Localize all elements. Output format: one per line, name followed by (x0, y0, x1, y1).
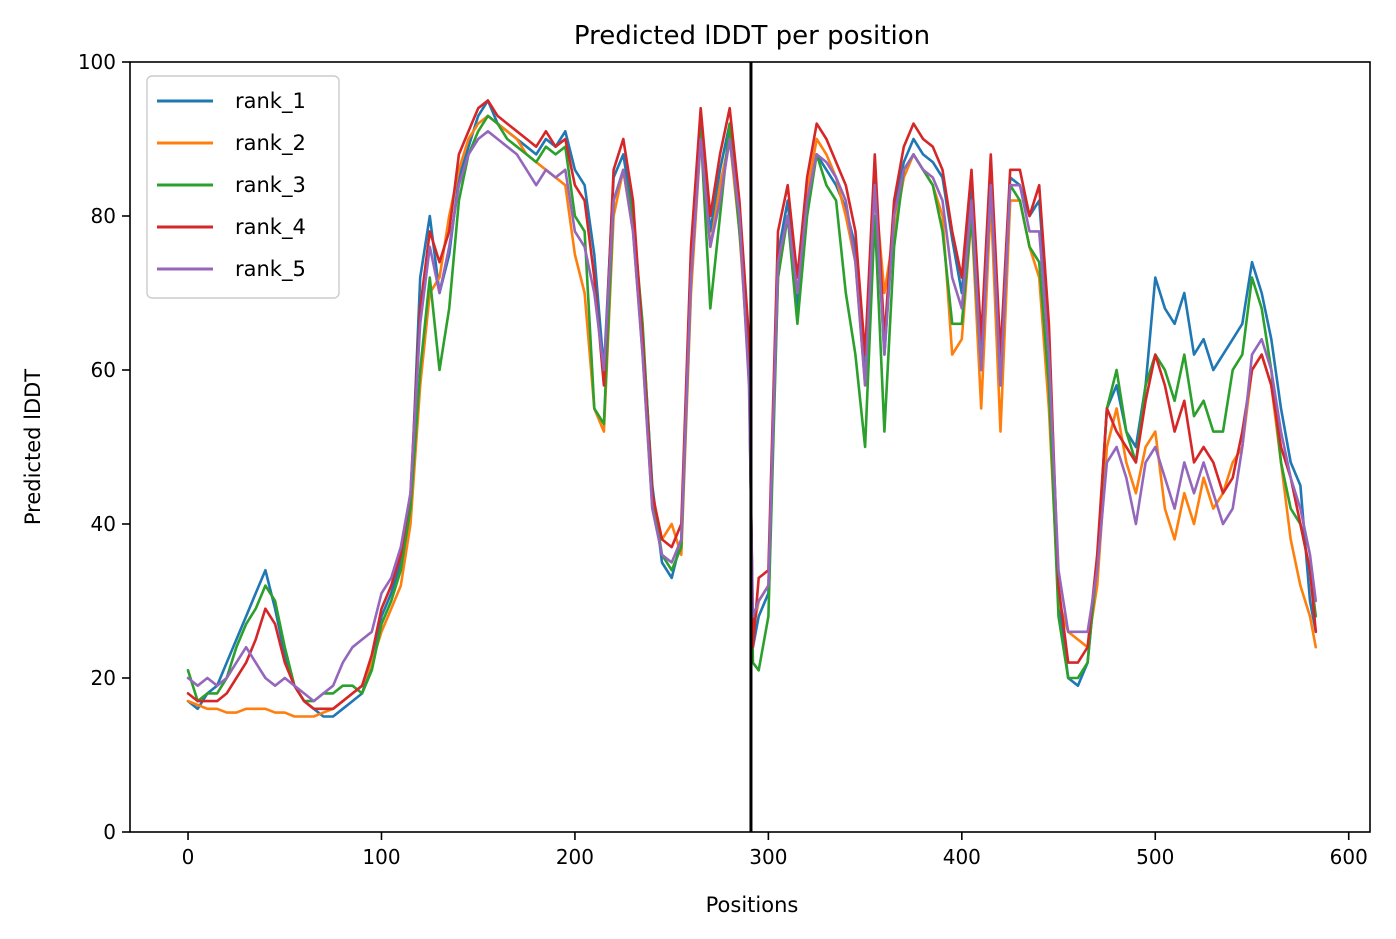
x-tick-label: 500 (1136, 845, 1174, 869)
y-axis: 0 20 40 60 80 100 (78, 50, 130, 844)
y-tick-label: 80 (91, 204, 116, 228)
legend-label-rank-5: rank_5 (235, 257, 306, 282)
legend-label-rank-4: rank_4 (235, 215, 306, 240)
y-tick-label: 40 (91, 512, 116, 536)
chart-title: Predicted lDDT per position (574, 21, 930, 51)
y-tick-label: 0 (103, 820, 116, 844)
legend-label-rank-3: rank_3 (235, 173, 306, 198)
x-tick-label: 400 (943, 845, 981, 869)
series-layer (186, 99, 1318, 718)
legend: rank_1 rank_2 rank_3 rank_4 rank_5 (146, 75, 340, 299)
x-tick-label: 300 (749, 845, 787, 869)
legend-label-rank-2: rank_2 (235, 131, 306, 156)
y-axis-label: Predicted lDDT (21, 369, 45, 525)
x-tick-label: 600 (1330, 845, 1368, 869)
y-tick-label: 100 (78, 50, 116, 74)
x-tick-label: 100 (362, 845, 400, 869)
x-axis-label: Positions (706, 893, 799, 917)
y-tick-label: 60 (91, 358, 116, 382)
series-line-rank-5 (186, 130, 1318, 703)
legend-box (146, 75, 340, 299)
series-line-rank-4 (186, 99, 1318, 711)
x-axis: 0 100 200 300 400 500 600 (182, 832, 1368, 869)
series-line-rank-3 (186, 114, 1318, 703)
legend-label-rank-1: rank_1 (235, 89, 306, 114)
x-tick-label: 0 (182, 845, 195, 869)
x-tick-label: 200 (556, 845, 594, 869)
plot-frame (129, 61, 1371, 833)
y-tick-label: 20 (91, 666, 116, 690)
